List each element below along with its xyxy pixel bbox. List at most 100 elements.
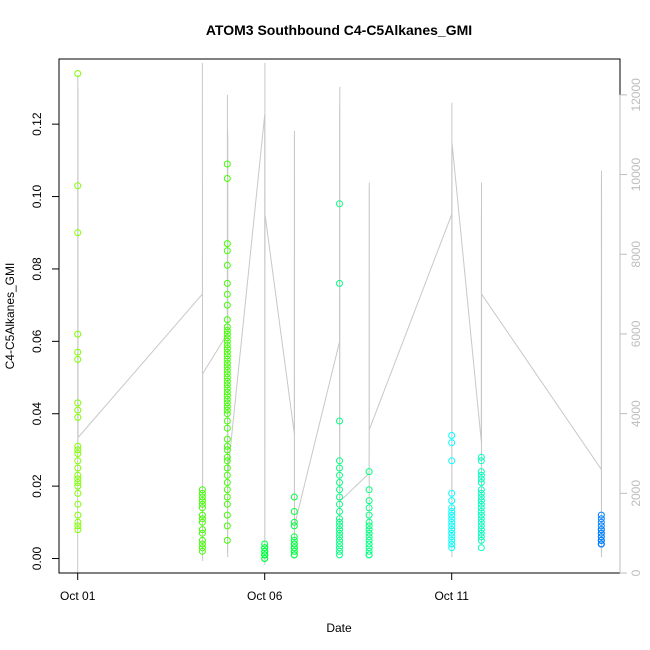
data-point [290, 540, 298, 548]
data-point [365, 511, 373, 519]
data-point [198, 515, 206, 523]
data-point [223, 323, 231, 331]
data-point [74, 511, 82, 519]
data-point [74, 413, 82, 421]
data-point [223, 500, 231, 508]
data-point [223, 464, 231, 472]
data-point [74, 464, 82, 472]
data-point [365, 536, 373, 544]
data-point [74, 355, 82, 363]
x-tick-label: Oct 11 [434, 589, 469, 603]
data-point [223, 453, 231, 461]
y2-tick-label: 6000 [629, 320, 643, 347]
data-point [290, 536, 298, 544]
y-axis-right: 0 2000 4000 6000 8000 10000 12000 [619, 78, 643, 576]
data-point [198, 497, 206, 505]
y2-tick-label: 12000 [629, 78, 643, 112]
x-axis: Oct 01 Oct 06 Oct 11 [60, 572, 469, 603]
data-point [198, 504, 206, 512]
data-point [477, 493, 485, 501]
data-point [448, 544, 456, 552]
data-point [198, 518, 206, 526]
data-point [223, 457, 231, 465]
y-tick-label: 0.12 [30, 112, 44, 136]
data-point [223, 330, 231, 338]
data-point [365, 518, 373, 526]
data-point [223, 240, 231, 248]
data-point [74, 446, 82, 454]
data-point [336, 551, 343, 559]
y-axis-label: C4-C5Alkanes_GMI [3, 263, 17, 370]
data-point [223, 446, 231, 454]
data-point [336, 540, 343, 548]
data-point [261, 551, 269, 559]
data-point [290, 522, 298, 530]
data-point [336, 529, 343, 537]
data-point [223, 290, 231, 298]
altitude-line [77, 62, 603, 574]
data-point [336, 457, 343, 465]
data-point [223, 370, 231, 378]
data-point [223, 435, 231, 443]
data-point [448, 432, 456, 439]
data-point [448, 529, 456, 537]
x-tick-label: Oct 06 [247, 589, 283, 603]
data-point [336, 486, 343, 494]
data-point [477, 536, 485, 544]
altitude-line-layer [77, 62, 603, 574]
data-point [336, 533, 343, 541]
data-point [597, 533, 605, 541]
data-point [198, 526, 206, 534]
data-point [223, 417, 231, 425]
data-point [198, 547, 206, 555]
data-point [448, 504, 456, 512]
data-point [336, 508, 343, 515]
data-point [597, 518, 605, 526]
data-point [261, 555, 269, 562]
data-point [74, 500, 82, 508]
data-point [223, 486, 231, 494]
data-point [223, 471, 231, 479]
data-point [74, 330, 82, 338]
data-point [365, 544, 373, 552]
data-point [223, 279, 231, 287]
data-point [261, 547, 269, 555]
data-point [448, 497, 456, 505]
data-point [74, 457, 82, 465]
data-point [477, 457, 485, 465]
data-point [223, 536, 231, 544]
data-point [223, 261, 231, 269]
data-point [448, 439, 456, 447]
data-point [290, 533, 298, 541]
data-point [365, 551, 373, 559]
data-point [223, 301, 231, 309]
data-point [365, 533, 373, 541]
data-point [477, 529, 485, 537]
data-point [223, 403, 231, 410]
data-point [290, 551, 298, 559]
data-point [597, 526, 605, 534]
data-point [223, 410, 231, 418]
chart-title: ATOM3 Southbound C4-C5Alkanes_GMI [206, 22, 472, 38]
y-tick-label: 0.00 [30, 547, 44, 571]
data-point [365, 540, 373, 548]
data-point [74, 518, 82, 526]
data-point [597, 529, 605, 537]
y-tick-label: 0.04 [30, 402, 44, 426]
data-point [336, 522, 343, 530]
data-point [223, 316, 231, 324]
data-point [336, 471, 343, 479]
data-point [336, 547, 343, 555]
data-point [448, 489, 456, 497]
data-point [477, 489, 485, 497]
data-point [365, 497, 373, 505]
data-point [448, 518, 456, 526]
data-point [448, 536, 456, 544]
data-point [477, 526, 485, 534]
data-point [477, 504, 485, 512]
data-point [223, 337, 231, 345]
data-point [223, 406, 231, 414]
data-point [74, 482, 82, 490]
data-point [223, 366, 231, 374]
